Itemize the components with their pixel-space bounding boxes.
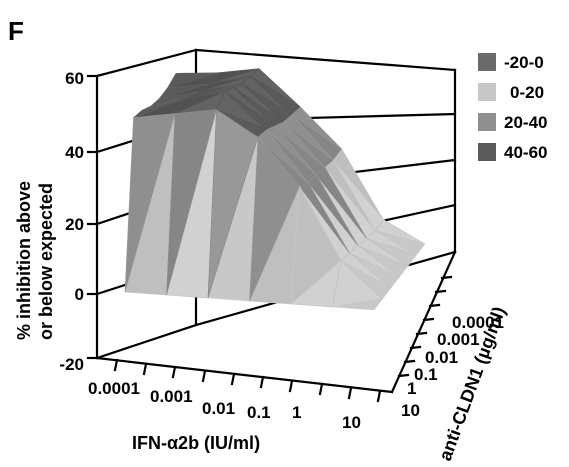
surface-facet	[348, 245, 400, 278]
surface-facet	[200, 75, 251, 92]
legend-swatch	[478, 83, 496, 101]
surface-facet	[265, 125, 317, 176]
legend-swatch	[478, 53, 496, 71]
x-tick-mark	[171, 365, 177, 379]
surface-facet	[207, 108, 259, 299]
y-tick-label: 0.1	[414, 365, 438, 384]
surface-facet	[232, 83, 284, 123]
z-tick-label: 60	[65, 69, 84, 88]
y-axis-ticks: 10 1 0.1 0.01 0.001 0.0001	[397, 275, 504, 420]
y-tick-label: 1	[407, 379, 416, 398]
legend-label: 20-40	[504, 113, 547, 132]
legend-swatch	[478, 113, 496, 131]
x-tick-label: 10	[342, 413, 361, 432]
x-tick-label: 0.001	[150, 387, 193, 406]
surface-facet	[332, 259, 384, 308]
surface-facet	[283, 114, 334, 161]
legend-label: 40-60	[504, 143, 547, 162]
x-tick-mark	[201, 369, 207, 383]
y-tick-mark	[434, 289, 447, 294]
surface-facet	[374, 219, 426, 245]
surface-facet	[191, 83, 243, 96]
x-tick-mark	[230, 372, 236, 386]
legend: -20-0 0-20 20-40 40-60	[478, 53, 547, 162]
panel-label: F	[8, 16, 24, 46]
left-wall-top-edge	[95, 48, 198, 78]
y-tick-label: 0.001	[437, 330, 480, 349]
x-tick-label: 0.1	[247, 403, 271, 422]
z-axis-title-line2: or below expected	[36, 183, 56, 340]
surface-facet	[290, 185, 342, 305]
surface-facet	[340, 252, 392, 289]
surface-facet	[208, 68, 260, 85]
y-tick-mark	[428, 303, 441, 308]
surface-facet	[291, 106, 343, 150]
surface-facet	[133, 98, 184, 118]
surface-facet	[249, 136, 300, 302]
surface-facet	[324, 159, 376, 231]
y-tick-label: 0.01	[425, 348, 458, 367]
z-axis-ticks: -20 0 20 40 60	[59, 69, 99, 374]
surface-facet	[166, 72, 218, 89]
z-tick-label: 0	[75, 285, 84, 304]
surface-facet	[150, 91, 201, 107]
surface-facet	[141, 94, 193, 111]
surface-facet	[333, 148, 384, 220]
z-tick-label: -20	[59, 355, 84, 374]
x-tick-label: 0.01	[202, 399, 235, 418]
y-tick-label: 0.0001	[452, 313, 504, 332]
legend-label: -20-0	[504, 53, 544, 72]
surface-facet	[365, 230, 417, 256]
y-axis-line	[390, 250, 457, 394]
floor-left-edge	[95, 323, 198, 360]
z-tick-label: 40	[65, 143, 84, 162]
surface-facet	[257, 129, 309, 183]
x-tick-mark	[142, 362, 148, 376]
surface-facet	[174, 91, 226, 115]
surface-facet	[124, 113, 176, 293]
y-tick-mark	[403, 359, 416, 364]
surface-facet	[224, 87, 276, 127]
legend-label: 0-20	[510, 83, 544, 102]
surface-facet	[158, 83, 210, 100]
surface-facet	[166, 109, 217, 296]
x-tick-mark	[318, 382, 324, 396]
y-tick-mark	[409, 345, 422, 350]
x-tick-label: 0.0001	[88, 379, 140, 398]
surface-facet	[274, 121, 326, 168]
z-axis-title-line1: % inhibition above	[14, 181, 34, 340]
surface-facet	[316, 167, 367, 239]
y-tick-mark	[440, 275, 453, 280]
x-tick-mark	[347, 386, 353, 400]
x-tick-label: 1	[292, 403, 301, 422]
legend-swatch	[478, 143, 496, 161]
x-tick-mark	[288, 379, 294, 393]
x-axis-title: IFN-α2b (IU/ml)	[132, 433, 260, 453]
x-tick-mark	[376, 389, 382, 403]
y-tick-mark	[415, 331, 428, 336]
surface-facet	[241, 75, 293, 115]
surface-facet	[307, 174, 359, 246]
z-tick-label: 20	[65, 215, 84, 234]
y-tick-label: 10	[401, 401, 420, 420]
x-tick-mark	[259, 375, 265, 389]
surface-facet	[299, 182, 350, 254]
y-tick-mark	[422, 317, 435, 322]
x-tick-mark	[113, 358, 119, 372]
x-axis-line	[95, 356, 394, 394]
surface-facet	[183, 87, 234, 100]
back-wall-top-edge	[194, 48, 457, 72]
surface-facet	[216, 90, 267, 131]
y-tick-mark	[397, 373, 410, 378]
surface-facet	[357, 237, 409, 267]
response-surface	[124, 68, 426, 311]
surface-facet	[249, 68, 301, 108]
x-axis-ticks: 0.0001 0.001 0.01 0.1 1 10	[88, 358, 382, 432]
